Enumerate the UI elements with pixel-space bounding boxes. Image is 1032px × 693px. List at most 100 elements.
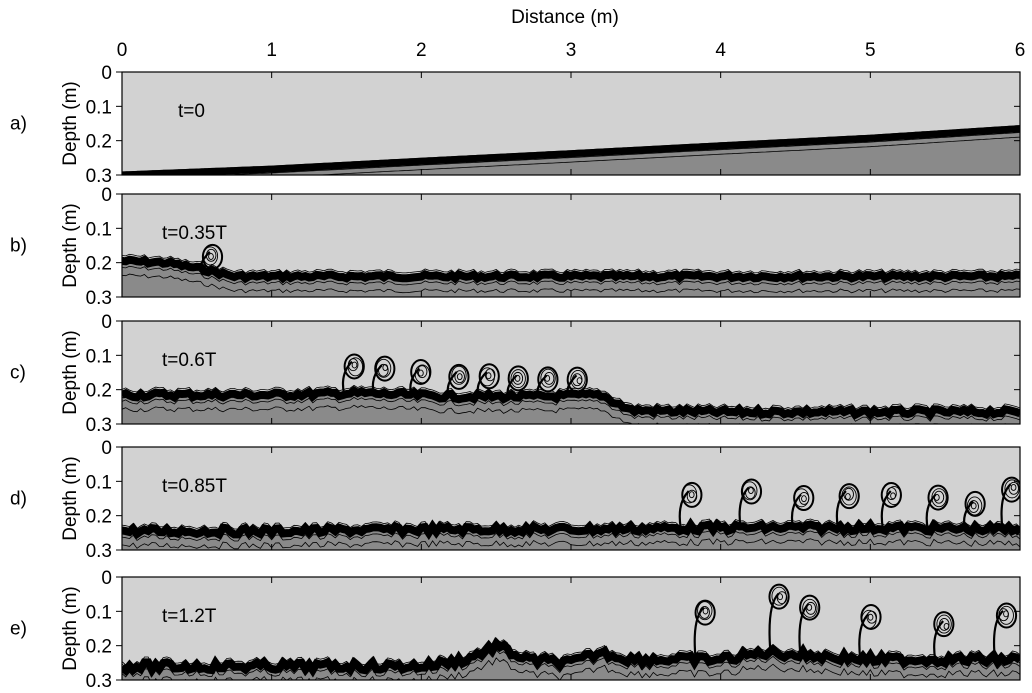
x-tick-label: 5 [865,40,876,61]
density-contour [122,265,1020,286]
lower-layer [122,128,1020,175]
y-tick-label: 0.2 [86,132,112,153]
billow-contour [485,372,492,380]
billow-stem [678,490,690,529]
y-tick-label: 0.2 [86,254,112,275]
billow-stem [371,364,383,395]
billow-contour [454,370,465,384]
billow-contour [510,369,526,389]
billow [963,490,986,530]
y-tick-label: 0.1 [86,219,112,240]
billow [992,602,1018,660]
density-contour [122,387,1020,413]
y-tick-label: 0.2 [86,637,112,658]
billow-contour [933,494,940,501]
billow-contour [694,599,716,626]
billow-contour [544,374,551,382]
x-tick-label: 1 [266,40,277,61]
y-tick-label: 0.3 [86,541,112,562]
billow-contour [699,605,710,619]
billow-contour [966,496,983,516]
billow-contour [776,591,788,605]
panel-plot-area [122,476,1020,550]
billow-stem [992,609,1004,660]
billow-contour [927,484,949,511]
billow-contour [890,492,896,500]
billow-contour [938,617,950,631]
billow-contour [1010,484,1017,491]
billow-stem [693,606,705,660]
billow-stem [963,500,974,530]
time-label: t=1.2T [162,606,217,627]
billow-contour [566,366,588,393]
x-tick-label: 3 [566,40,577,61]
billow-contour [745,486,756,500]
billow-contour [418,369,424,377]
billow-contour [964,490,986,517]
x-tick-labels: 0 1 2 3 4 5 6 [117,40,1026,61]
billow [341,353,365,394]
y-tick-label: 0.1 [86,346,112,367]
billow [536,366,559,397]
billow-contour [347,357,364,377]
billow-contour [995,602,1018,629]
billow [858,603,882,660]
billow [566,366,588,396]
billow-contour [512,371,524,385]
time-label: t=0 [178,101,205,122]
billow-contour [688,491,695,499]
y-axis-title: Depth (m) [60,203,81,287]
billow-contour [375,358,392,378]
billow-stem [1000,483,1012,530]
panel-letter: a) [10,114,27,135]
density-contour [122,256,1020,276]
billow [678,481,703,529]
interface-band [122,255,1020,284]
density-contour [122,253,1020,274]
y-tick-label: 0 [101,438,112,459]
panel-letter: e) [10,619,27,640]
density-contour [122,526,1020,538]
billow-stem [738,486,750,528]
billow-contour [742,481,758,501]
billow-contour [798,491,810,505]
billow [506,365,529,397]
billow-contour [484,368,496,382]
billow-contour [378,363,389,377]
density-contour [122,262,1020,282]
y-tick-label: 0 [101,63,112,84]
billow-contour [540,368,556,388]
billow-contour [866,610,877,624]
x-tick-label: 0 [117,40,128,61]
billow-stem [768,592,780,654]
interface-band [122,386,1020,421]
y-tick-label: 0.2 [86,507,112,528]
billow-contour [936,614,952,634]
interface-band [122,517,1020,541]
y-tick-label: 0 [101,568,112,589]
time-label: t=0.35T [162,223,227,244]
billow-contour [968,500,979,513]
billow-contour [799,594,821,621]
billow-contour [478,363,500,390]
billow-contour [343,353,365,380]
density-contour [122,393,1020,419]
billow-contour [748,487,754,495]
billow [798,594,821,656]
interface-band [122,636,1020,678]
billow-contour [374,355,396,382]
billow [693,599,716,660]
time-label: t=0.85T [162,476,227,497]
x-tick-label: 2 [416,40,427,61]
panel-plot-area [122,353,1020,424]
billow-contour [1003,610,1009,618]
billow-contour [1008,481,1019,495]
billow-contour [845,493,851,500]
billow-contour [351,361,358,369]
density-contour [122,273,1020,294]
billow-contour [347,358,359,372]
x-axis-title: Distance (m) [511,7,619,28]
